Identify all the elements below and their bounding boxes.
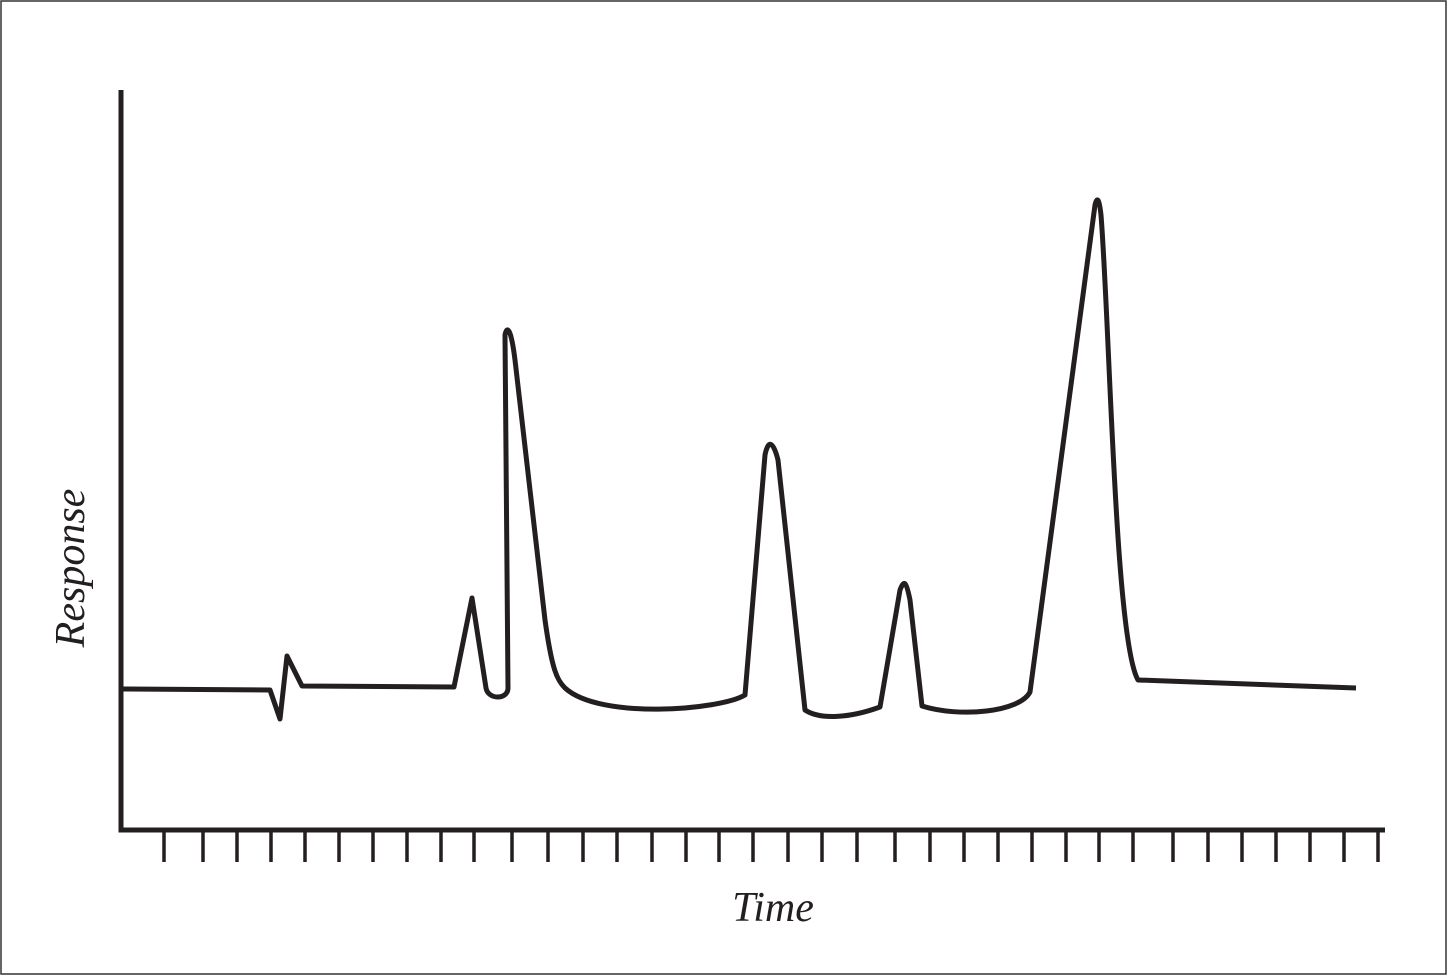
x-axis-label: Time (732, 885, 814, 931)
signal-trace (122, 197, 1357, 722)
tick-marks (162, 830, 1380, 862)
y-axis-label: Response (48, 489, 94, 649)
axes (118, 90, 1385, 862)
